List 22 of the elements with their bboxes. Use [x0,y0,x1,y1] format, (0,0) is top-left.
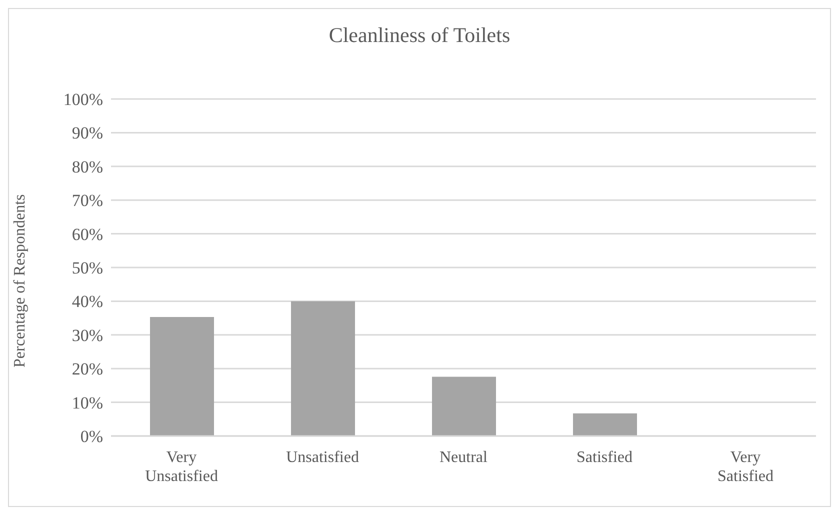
x-tick-label: Neutral [440,449,488,466]
y-tick-label: 20% [72,360,103,379]
y-tick-label: 50% [72,258,103,278]
y-tick-label: 30% [72,326,103,345]
x-tick-label: Unsatisfied [286,449,359,466]
y-tick-label: 70% [72,191,103,210]
y-tick-label: 100% [63,90,103,110]
y-tick-label: 90% [72,124,103,143]
bar [291,301,355,436]
x-tick-label: Satisfied [576,449,632,466]
y-tick-label: 80% [72,157,103,176]
y-tick-label: 0% [80,427,103,446]
chart-title: Cleanliness of Toilets [328,23,512,48]
bar [432,376,496,436]
y-tick-label: 40% [72,292,103,312]
x-tick-label: Very Unsatisfied [145,449,218,485]
x-tick-label: Very Satisfied [718,449,774,485]
y-tick-label: 10% [72,393,103,412]
bar [150,317,214,436]
y-axis-title: Percentage of Respondents [12,194,29,368]
y-tick-label: 60% [72,224,103,244]
bar [573,413,637,436]
